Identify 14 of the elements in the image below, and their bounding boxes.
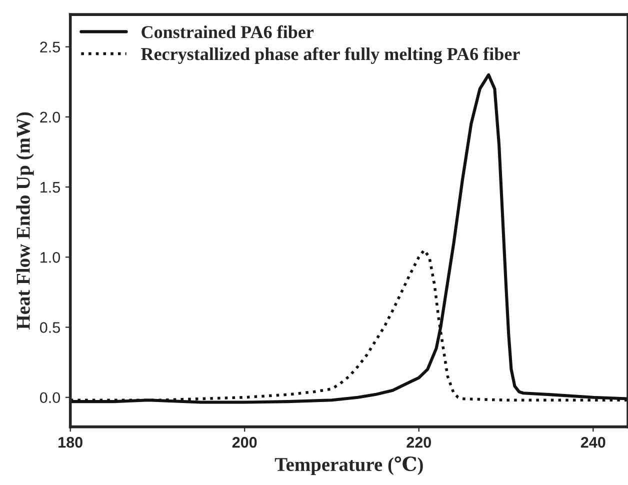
x-axis-title: Temperature (℃) [274, 456, 423, 476]
x-tick-label: 240 [580, 436, 606, 448]
y-axis-title: Heat Flow Endo Up (mW) [16, 112, 34, 330]
y-tick-label: 2.0 [40, 112, 60, 123]
legend-label: Constrained PA6 fiber [142, 25, 314, 38]
x-tick-label: 180 [58, 436, 82, 448]
legend-label: Recrystallized phase after fully melting PA6 fiber [141, 47, 520, 64]
y-tick-label: 2.5 [40, 42, 60, 52]
y-tick-label: 0.0 [40, 392, 60, 404]
y-tick-label: 1.0 [40, 252, 60, 263]
y-tick-label: 1.5 [40, 182, 60, 193]
y-tick-label: 0.5 [40, 322, 60, 333]
x-tick-label: 200 [232, 436, 257, 448]
x-tick-label: 220 [406, 436, 431, 448]
